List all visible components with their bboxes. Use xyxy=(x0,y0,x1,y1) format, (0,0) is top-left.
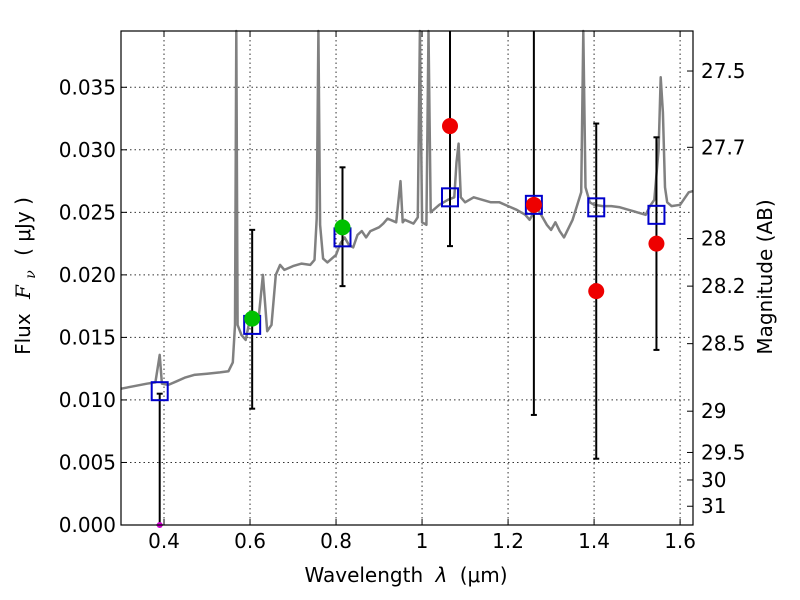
x-tick-label: 1.2 xyxy=(492,529,524,553)
magnitude-tick-label: 30 xyxy=(701,468,726,492)
x-tick-label: 1 xyxy=(416,529,429,553)
x-axis-symbol: λ xyxy=(435,563,448,587)
x-tick-label: 0.8 xyxy=(320,529,352,553)
model-band-square xyxy=(150,381,169,402)
magnitude-tick-label: 29 xyxy=(701,399,726,423)
magnitude-tick-label: 29.5 xyxy=(701,440,746,464)
green-data-point xyxy=(334,219,351,236)
tick-layer xyxy=(121,31,693,526)
y-tick-label: 0.020 xyxy=(59,263,116,287)
spectrum-layer xyxy=(120,29,694,390)
magnitude-tick-label: 28 xyxy=(701,227,726,251)
red-data-point xyxy=(648,235,665,252)
magnitude-tick-label: 28.5 xyxy=(701,332,746,356)
x-axis-unit: (μm) xyxy=(460,563,508,587)
y-axis-unit: ( μJy ) xyxy=(11,197,35,256)
y-tick-label: 0.030 xyxy=(59,138,116,162)
marker-layer xyxy=(150,118,666,528)
x-tick-label: 1.6 xyxy=(664,529,696,553)
model-band-square xyxy=(587,197,606,218)
red-data-point xyxy=(525,196,542,213)
model-band-square xyxy=(647,204,666,225)
y-axis-title: Flux F ν ( μJy ) xyxy=(11,197,40,355)
y-tick-label: 0.025 xyxy=(59,200,116,224)
red-data-point xyxy=(588,283,605,300)
x-tick-label: 0.6 xyxy=(234,529,266,553)
secondary-y-axis-title: Magnitude (AB) xyxy=(753,199,777,354)
y-tick-label: 0.035 xyxy=(59,75,116,99)
y-tick-label: 0.005 xyxy=(59,450,116,474)
y-axis-symbol: F xyxy=(11,284,35,300)
plot-frame xyxy=(120,30,694,526)
y-axis-label: Flux xyxy=(11,313,35,355)
x-tick-label: 0.4 xyxy=(148,529,180,553)
magnitude-tick-label: 31 xyxy=(701,494,726,518)
magnitude-tick-label: 28.2 xyxy=(701,274,746,298)
green-data-point xyxy=(244,310,261,327)
magnitude-tick-label: 27.5 xyxy=(701,59,746,83)
x-tick-label: 1.4 xyxy=(578,529,610,553)
x-axis-label: Wavelength xyxy=(304,563,423,587)
model-band-square xyxy=(441,187,460,208)
red-data-point xyxy=(442,118,459,135)
y-tick-label: 0.000 xyxy=(59,513,116,537)
y-tick-label: 0.015 xyxy=(59,325,116,349)
model-spectrum-line xyxy=(120,29,694,390)
y-axis-subscript: ν xyxy=(23,270,39,279)
tick-label-layer: 0.4 0.6 0.8 1 1.2 1.4 1.6 0.000 0.005 0.010 0.015 0… xyxy=(59,59,746,553)
x-axis-title: Wavelength λ (μm) xyxy=(304,563,507,587)
y-tick-label: 0.010 xyxy=(59,388,116,412)
magnitude-tick-label: 27.7 xyxy=(701,135,746,159)
